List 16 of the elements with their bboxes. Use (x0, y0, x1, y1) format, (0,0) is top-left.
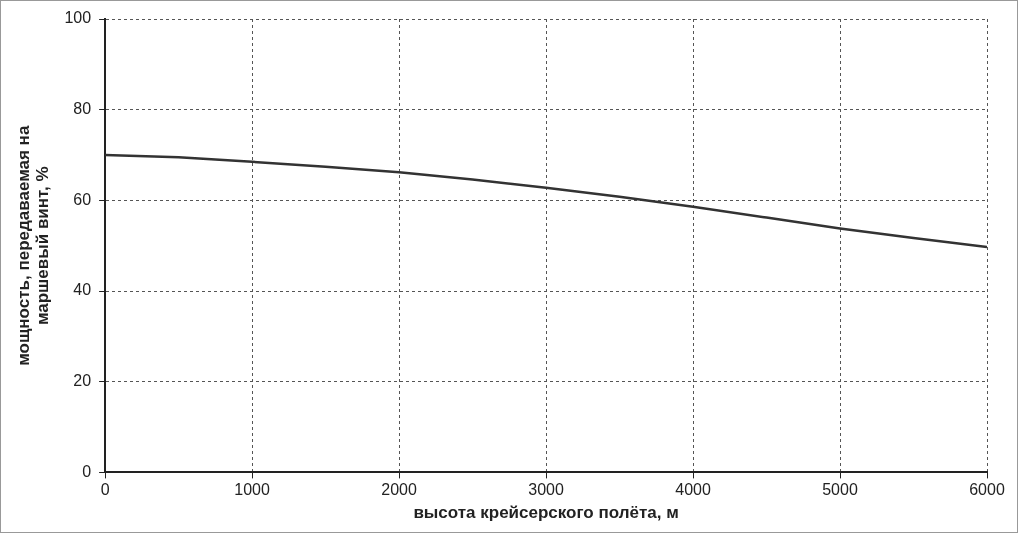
x-tick-label: 2000 (381, 481, 417, 499)
y-tick-label: 20 (73, 372, 92, 390)
text: маршевый винт, % (32, 166, 52, 326)
x-tick-label: 1000 (234, 481, 270, 499)
y-tick-label: 40 (73, 281, 92, 299)
x-tick-label: 4000 (675, 481, 711, 499)
x-tick-label: 6000 (969, 481, 1005, 499)
y-tick-label: 80 (73, 100, 92, 118)
x-tick-label: 5000 (822, 481, 858, 499)
x-axis-title: высота крейсерского полёта, м (413, 503, 679, 523)
x-tick-label: 0 (100, 481, 110, 499)
text: мощность, передаваемая на (14, 125, 34, 366)
y-tick-label: 60 (73, 190, 92, 208)
y-tick-label: 0 (82, 462, 92, 480)
x-tick-label: 3000 (528, 481, 564, 499)
y-tick-label: 100 (64, 9, 92, 27)
